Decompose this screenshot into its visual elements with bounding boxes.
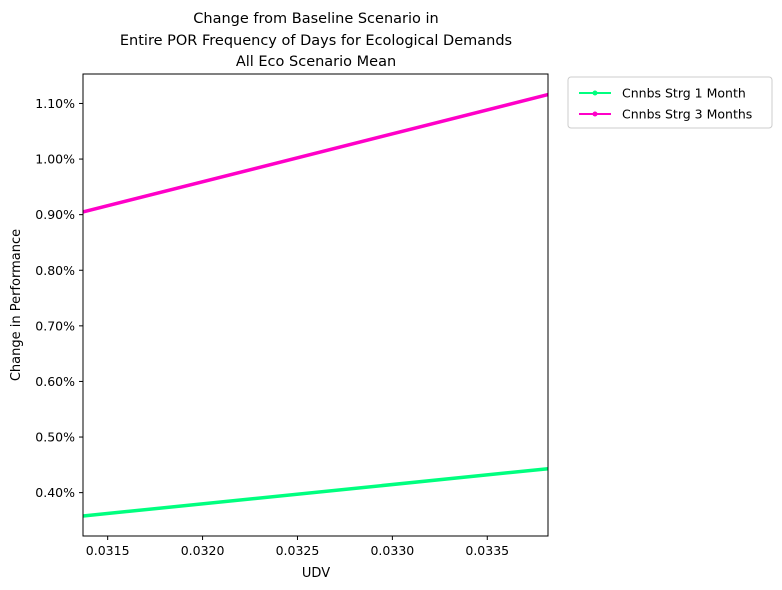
- x-axis-label: UDV: [302, 566, 330, 581]
- y-tick-label: 1.00%: [35, 152, 75, 167]
- legend: Cnnbs Strg 1 Month Cnnbs Strg 3 Months: [567, 76, 773, 129]
- y-tick-label: 0.90%: [35, 207, 75, 222]
- y-tick-label: 0.70%: [35, 318, 75, 333]
- x-tick-label: 0.0320: [181, 543, 225, 558]
- series-line-2: [82, 92, 549, 214]
- y-tick-label: 0.80%: [35, 263, 75, 278]
- y-tick-label: 0.50%: [35, 430, 75, 445]
- y-tick-label: 0.40%: [35, 485, 75, 500]
- legend-swatch-marker: [592, 111, 598, 117]
- y-tick-label: 0.60%: [35, 374, 75, 389]
- legend-swatch-marker: [592, 90, 598, 96]
- x-axis-ticks: 0.0315 0.0320 0.0325 0.0330 0.0335: [86, 536, 509, 558]
- chart-title-line-1: Change from Baseline Scenario in: [193, 11, 438, 27]
- legend-box: [567, 76, 773, 129]
- x-tick-label: 0.0325: [276, 543, 320, 558]
- y-tick-label: 1.10%: [35, 96, 75, 111]
- legend-label: Cnnbs Strg 3 Months: [622, 107, 752, 122]
- y-axis-label: Change in Performance: [9, 229, 24, 381]
- chart-title: Change from Baseline Scenario in Entire …: [120, 11, 512, 70]
- plot-area-frame: [82, 73, 549, 537]
- chart-title-line-3: All Eco Scenario Mean: [236, 54, 396, 70]
- series-line-1: [82, 466, 549, 518]
- x-tick-label: 0.0315: [86, 543, 130, 558]
- x-tick-label: 0.0335: [465, 543, 509, 558]
- x-tick-label: 0.0330: [370, 543, 414, 558]
- series-layer: [82, 92, 549, 518]
- chart-title-line-2: Entire POR Frequency of Days for Ecologi…: [120, 33, 512, 49]
- legend-label: Cnnbs Strg 1 Month: [622, 86, 746, 101]
- y-axis-ticks: 0.40% 0.50% 0.60% 0.70% 0.80% 0.90% 1.00% 1.10%: [35, 96, 83, 500]
